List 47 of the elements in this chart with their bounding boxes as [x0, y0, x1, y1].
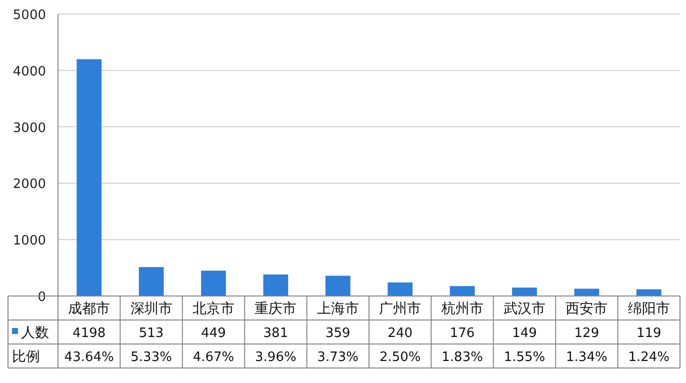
bar [263, 274, 288, 296]
y-tick-label: 5000 [12, 8, 46, 23]
data-label: 129 [574, 326, 600, 341]
bar [574, 288, 600, 296]
x-tick-label: 杭州市 [440, 301, 484, 317]
x-tick-label: 北京市 [192, 301, 234, 317]
text: 2.50% [379, 350, 421, 365]
data-label: 513 [138, 326, 164, 341]
bar [325, 276, 350, 296]
bar [512, 288, 537, 296]
y-tick-label: 1000 [12, 234, 46, 249]
text: 3.96% [255, 350, 296, 365]
bar [450, 286, 475, 296]
x-tick-label: 广州市 [379, 301, 422, 317]
text: 1.55% [504, 350, 546, 365]
text: 1.83% [442, 350, 483, 365]
data-label: 176 [450, 326, 475, 341]
data-label: 381 [263, 326, 288, 341]
text: 5.33% [130, 350, 172, 365]
data-label: 359 [325, 326, 350, 341]
data-label: 149 [512, 326, 537, 341]
y-tick-label: 2000 [12, 177, 46, 192]
y-tick-label: 4000 [12, 64, 46, 80]
y-tick-label: 3000 [12, 120, 46, 136]
text: 1.34% [566, 350, 608, 365]
x-tick-label: 绵阳市 [628, 301, 670, 317]
x-tick-label: 西安市 [566, 301, 608, 317]
bar [636, 289, 662, 296]
text: 1.24% [628, 350, 670, 365]
data-label: 4198 [72, 326, 106, 341]
text: 比例 [12, 349, 40, 365]
x-tick-label: 重庆市 [254, 301, 297, 317]
text: 4.67% [192, 350, 234, 365]
x-tick-label: 武汉市 [504, 301, 546, 317]
x-tick-label: 上海市 [316, 301, 359, 317]
x-tick-label: 深圳市 [130, 301, 172, 317]
bar [76, 59, 102, 296]
data-label: 449 [201, 326, 226, 341]
text: 3.73% [317, 350, 359, 365]
x-tick-label: 成都市 [68, 301, 110, 317]
bar [388, 282, 413, 296]
data-label: 240 [388, 326, 413, 341]
text: 43.64% [64, 350, 114, 365]
bar [201, 270, 226, 296]
data-label: 119 [636, 326, 662, 341]
bar [138, 267, 164, 296]
legend-label: 人数 [21, 325, 49, 341]
